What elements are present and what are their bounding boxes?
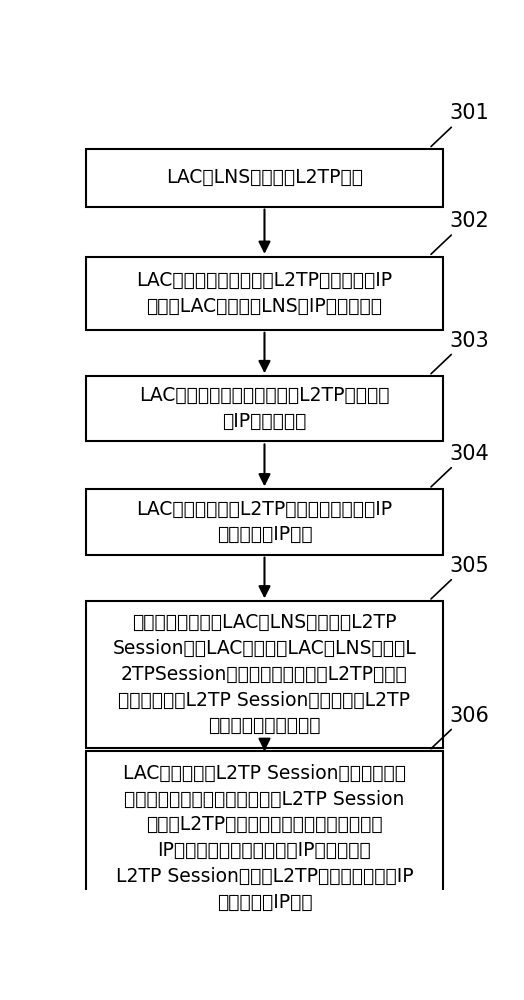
Text: LAC接收到任一L2TP Session中的数据报文
时，从记录的对应关系中确定该L2TP Session
对应的L2TP子隧道，对该数据报文封装公网
IP头并: LAC接收到任一L2TP Session中的数据报文 时，从记录的对应关系中确定… (116, 764, 413, 912)
Text: 306: 306 (450, 706, 489, 726)
Bar (86, 489, 443, 555)
Text: 303: 303 (450, 331, 489, 351)
Bar (86, 601, 443, 748)
Bar (86, 149, 443, 207)
Text: 304: 304 (450, 444, 489, 464)
Text: 302: 302 (450, 211, 489, 231)
Text: 305: 305 (450, 556, 489, 576)
Text: 在终端的触发下，LAC与LNS之间建立L2TP
Session时，LAC依次将本LAC与LNS之间的L
2TPSession分别复用在已建立的L2TP子隧道
，: 在终端的触发下，LAC与LNS之间建立L2TP Session时，LAC依次将本… (113, 613, 417, 735)
Text: 301: 301 (450, 103, 489, 123)
Bar (86, 257, 443, 330)
Text: LAC在本地路由表中查找到达L2TP隧道的目
的IP地址的路由: LAC在本地路由表中查找到达L2TP隧道的目 的IP地址的路由 (139, 386, 390, 431)
Bar (86, 376, 443, 441)
Text: LAC在本地路由表中查找L2TP隧道的目的IP
地址为LAC所连接的LNS的IP地址的路由: LAC在本地路由表中查找L2TP隧道的目的IP 地址为LAC所连接的LNS的IP… (136, 271, 392, 316)
Text: LAC为建立的各个L2TP子隧道分配隧道源IP
地址和目的IP地址: LAC为建立的各个L2TP子隧道分配隧道源IP 地址和目的IP地址 (136, 500, 392, 544)
Bar (86, 751, 443, 924)
Text: LAC和LNS之间建立L2TP隧道: LAC和LNS之间建立L2TP隧道 (166, 168, 363, 187)
